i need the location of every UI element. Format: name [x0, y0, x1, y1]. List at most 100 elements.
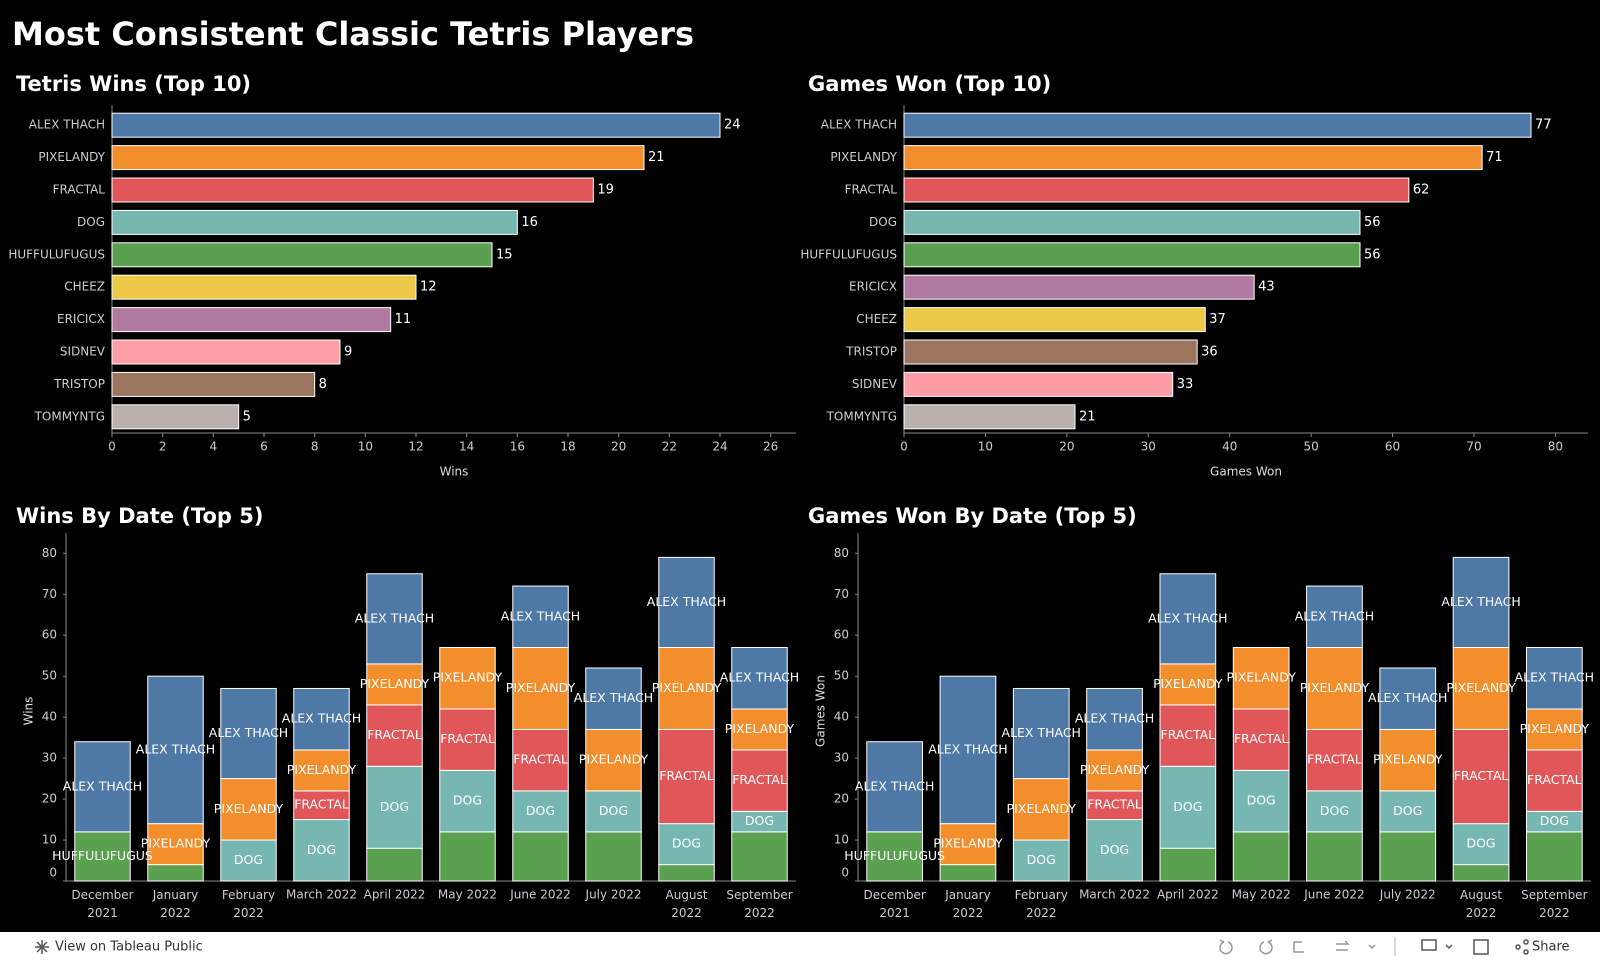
segment-label: FRACTAL: [1307, 752, 1362, 767]
segment-label: ALEX THACH: [209, 725, 288, 740]
x-tick-label: 0: [900, 440, 908, 454]
segment-label: ALEX THACH: [63, 778, 142, 793]
bar-segment: [1306, 585, 1363, 649]
segment-label: DOG: [1466, 836, 1495, 851]
bar-segment: [220, 839, 277, 882]
x-tick-label: May 2022: [438, 888, 497, 902]
x-tick-label: July 2022: [1379, 888, 1436, 902]
category-label: ALEX THACH: [821, 118, 897, 132]
category-label: SIDNEV: [852, 377, 898, 391]
bar-segment: [1525, 708, 1583, 751]
bar-segment: [731, 647, 788, 710]
bar-segment: [1012, 687, 1070, 780]
bar-segment: [74, 741, 131, 833]
category-label: CHEEZ: [64, 280, 105, 294]
segment-label: DOG: [1100, 842, 1129, 857]
value-label: 12: [420, 280, 437, 295]
x-tick-label: 22: [662, 440, 677, 454]
segment-label: DOG: [599, 803, 628, 818]
bar: [903, 209, 1361, 235]
x-tick-label: June 2022: [509, 888, 571, 902]
segment-label: HUFFULUFUGUS: [52, 848, 153, 863]
bar: [903, 339, 1198, 365]
value-label: 36: [1201, 345, 1218, 360]
segment-label: ALEX THACH: [1002, 725, 1081, 740]
bar-segment: [366, 663, 423, 706]
main-title: Most Consistent Classic Tetris Players: [12, 15, 694, 53]
x-tick-label: 40: [1222, 440, 1237, 454]
x-tick-label: December 2021: [71, 888, 133, 920]
value-label: 43: [1258, 280, 1275, 295]
bar-segment: [439, 647, 496, 710]
bar-segment: [1232, 831, 1290, 882]
segment-label: PIXELANDY: [652, 680, 722, 695]
bar-segment: [1306, 647, 1363, 730]
value-label: 24: [724, 118, 741, 133]
bar-segment: [658, 556, 715, 649]
value-label: 19: [597, 183, 614, 198]
bar-segment: [366, 765, 423, 849]
bar: [903, 145, 1483, 171]
bar-segment: [939, 675, 997, 825]
chart-title: Games Won (Top 10): [808, 72, 1051, 96]
bar: [903, 177, 1410, 203]
share-button[interactable]: Share: [1532, 940, 1570, 955]
segment-label: ALEX THACH: [1515, 670, 1594, 685]
category-label: ERICICX: [849, 280, 897, 294]
bar-segment: [293, 790, 350, 821]
category-label: FRACTAL: [53, 183, 106, 197]
bar-segment: [512, 585, 569, 649]
segment-label: FRACTAL: [659, 768, 714, 783]
x-tick-label: 4: [210, 440, 218, 454]
footer-bar: [0, 932, 1600, 960]
bar-segment: [658, 728, 715, 825]
bar-segment: [866, 831, 924, 882]
segment-label: PIXELANDY: [1520, 721, 1590, 736]
category-label: DOG: [77, 215, 105, 229]
bar-segment: [731, 708, 788, 751]
y-tick-label: 80: [834, 546, 849, 560]
bar: [111, 307, 392, 333]
footer: View on Tableau Public Share: [0, 932, 1600, 960]
toolbar-icons: [1219, 938, 1529, 956]
segment-label: ALEX THACH: [136, 741, 215, 756]
x-tick-label: June 2022: [1303, 888, 1365, 902]
segment-label: ALEX THACH: [1075, 711, 1154, 726]
segment-label: ALEX THACH: [928, 741, 1007, 756]
bar-segment: [658, 864, 715, 882]
x-tick-label: March 2022: [286, 888, 357, 902]
category-label: TOMMYNTG: [826, 409, 897, 423]
bar-segment: [293, 749, 350, 792]
segment-label: DOG: [1173, 799, 1202, 814]
bar: [111, 112, 721, 138]
bar: [111, 177, 594, 203]
value-label: 37: [1209, 312, 1226, 327]
bar-segment: [1086, 687, 1143, 751]
x-tick-label: August 2022: [1460, 888, 1502, 920]
x-tick-label: July 2022: [585, 888, 642, 902]
value-label: 15: [496, 247, 513, 262]
segment-label: DOG: [745, 813, 774, 828]
bar-segment: [585, 667, 642, 730]
bar-segment: [1306, 790, 1363, 833]
bar-segment: [512, 790, 569, 833]
category-label: CHEEZ: [856, 312, 897, 326]
bar-segment: [439, 769, 496, 833]
segment-label: DOG: [526, 803, 555, 818]
value-label: 56: [1364, 215, 1381, 230]
bar-segment: [366, 704, 423, 767]
x-tick-label: September 2022: [726, 888, 792, 920]
tableau-icon: [35, 940, 49, 954]
value-label: 33: [1177, 377, 1194, 392]
bar-segment: [1306, 728, 1363, 792]
value-label: 71: [1486, 150, 1503, 165]
segment-label: FRACTAL: [294, 797, 349, 812]
x-tick-label: December 2021: [864, 888, 926, 920]
bar-segment: [1379, 790, 1437, 833]
bar: [111, 404, 240, 430]
segment-label: PIXELANDY: [433, 670, 503, 685]
view-on-tableau-link[interactable]: View on Tableau Public: [55, 940, 203, 955]
bar: [111, 274, 417, 300]
value-label: 9: [344, 345, 352, 360]
bar: [111, 209, 518, 235]
